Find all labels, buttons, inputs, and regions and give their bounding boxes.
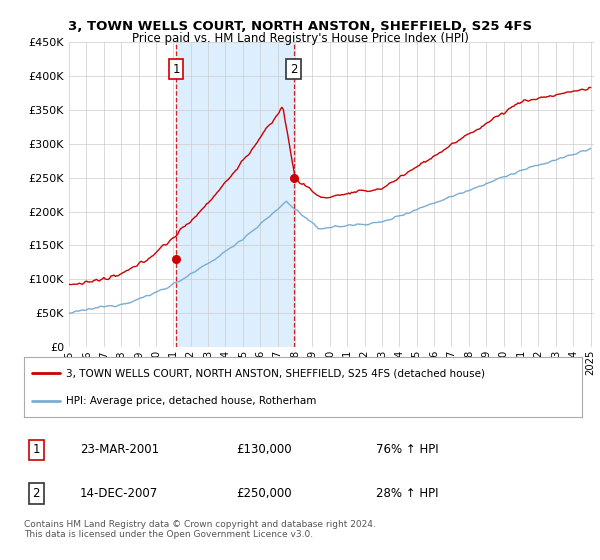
Text: 3, TOWN WELLS COURT, NORTH ANSTON, SHEFFIELD, S25 4FS (detached house): 3, TOWN WELLS COURT, NORTH ANSTON, SHEFF…: [66, 368, 485, 378]
Text: 14-DEC-2007: 14-DEC-2007: [80, 487, 158, 500]
Bar: [176, 42, 293, 347]
Text: 2: 2: [32, 487, 40, 500]
Text: 1: 1: [32, 444, 40, 456]
Text: 1: 1: [172, 63, 180, 76]
Text: HPI: Average price, detached house, Rotherham: HPI: Average price, detached house, Roth…: [66, 396, 316, 406]
Text: 3, TOWN WELLS COURT, NORTH ANSTON, SHEFFIELD, S25 4FS: 3, TOWN WELLS COURT, NORTH ANSTON, SHEFF…: [68, 20, 532, 32]
Text: Price paid vs. HM Land Registry's House Price Index (HPI): Price paid vs. HM Land Registry's House …: [131, 32, 469, 45]
Text: 76% ↑ HPI: 76% ↑ HPI: [376, 444, 438, 456]
Text: 28% ↑ HPI: 28% ↑ HPI: [376, 487, 438, 500]
Text: Contains HM Land Registry data © Crown copyright and database right 2024.
This d: Contains HM Land Registry data © Crown c…: [24, 520, 376, 539]
Text: 2: 2: [290, 63, 297, 76]
Text: 23-MAR-2001: 23-MAR-2001: [80, 444, 159, 456]
Text: £250,000: £250,000: [236, 487, 292, 500]
Text: £130,000: £130,000: [236, 444, 292, 456]
